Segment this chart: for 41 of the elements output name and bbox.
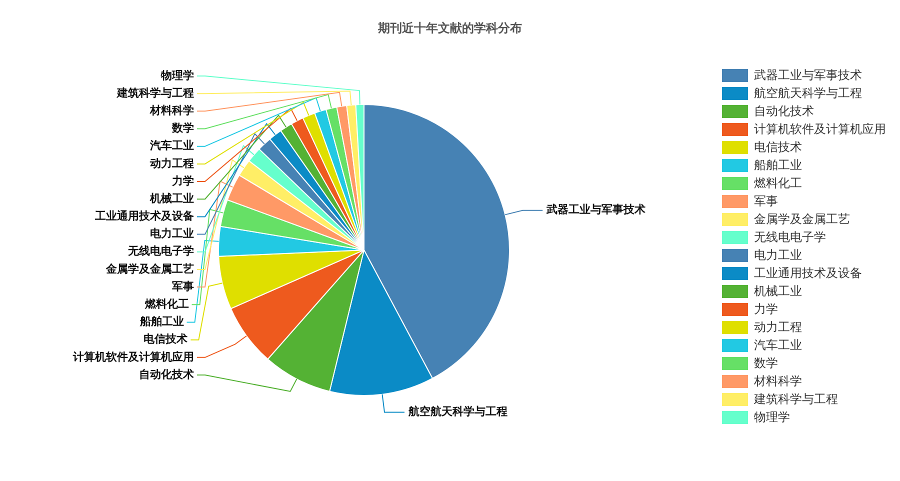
legend-label: 无线电电子学 (754, 228, 826, 246)
slice-label: 金属学及金属工艺 (105, 262, 194, 276)
slice-label: 数学 (171, 122, 194, 135)
legend-label: 动力工程 (754, 318, 802, 336)
legend-label: 机械工业 (754, 282, 802, 300)
legend-label: 电力工业 (754, 246, 802, 264)
slice-label: 计算机软件及计算机应用 (72, 350, 194, 364)
legend-label: 物理学 (754, 408, 790, 426)
slice-label: 燃料化工 (144, 298, 189, 311)
legend-label: 计算机软件及计算机应用 (754, 120, 886, 138)
slice-label: 军事 (172, 280, 194, 293)
slice-label: 武器工业与军事技术 (546, 203, 646, 216)
slice-label: 汽车工业 (149, 139, 194, 152)
slice-label: 电力工业 (150, 227, 194, 240)
legend-label: 金属学及金属工艺 (754, 210, 850, 228)
slice-label: 力学 (171, 174, 194, 188)
legend-label: 数学 (754, 354, 778, 372)
legend-label: 船舶工业 (754, 156, 802, 174)
slice-label: 物理学 (160, 68, 194, 82)
slice-label: 建筑科学与工程 (116, 86, 194, 100)
legend-label: 材料科学 (754, 372, 802, 390)
legend-label: 电信技术 (754, 138, 802, 156)
slice-label: 船舶工业 (138, 315, 184, 328)
legend-label: 航空航天科学与工程 (754, 84, 862, 102)
legend-label: 燃料化工 (754, 174, 802, 192)
slice-label: 动力工程 (149, 156, 194, 170)
chart-title: 期刊近十年文献的学科分布 (377, 20, 523, 37)
legend-label: 自动化技术 (754, 102, 814, 120)
legend-label: 武器工业与军事技术 (754, 66, 862, 84)
slice-label: 自动化技术 (139, 368, 194, 381)
slice-label: 材料科学 (149, 104, 194, 118)
legend-label: 军事 (754, 192, 778, 210)
legend-label: 建筑科学与工程 (754, 390, 838, 408)
slice-label: 无线电电子学 (127, 244, 194, 258)
legend-label: 力学 (754, 300, 778, 318)
legend-label: 汽车工业 (754, 336, 802, 354)
slice-label: 航空航天科学与工程 (407, 405, 508, 418)
legend-label: 工业通用技术及设备 (754, 264, 862, 282)
slice-label: 工业通用技术及设备 (94, 210, 194, 223)
slice-label: 电信技术 (144, 332, 188, 346)
slice-label: 机械工业 (149, 192, 194, 205)
